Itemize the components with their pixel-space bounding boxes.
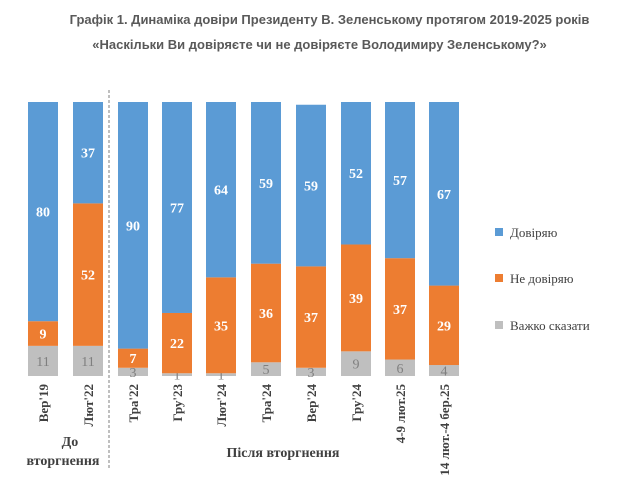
bar-segment [206,277,236,374]
bar-segment [429,285,459,366]
bar-segment [341,351,371,376]
bar-segment [429,102,459,286]
data-label: 39 [349,292,363,307]
legend-label: Важко сказати [510,318,590,333]
bar-segment [73,345,103,376]
group-label: вторгнення [26,454,99,469]
data-label: 37 [393,303,407,318]
bar-segment [118,367,148,376]
data-label: 37 [81,147,95,162]
group-label: Після вторгнення [227,446,340,461]
bar-segment [296,266,326,368]
bar-segment [73,203,103,346]
category-label: 4-9 лют.25 [393,384,408,444]
data-label: 59 [304,180,318,195]
bar-segment [28,102,58,322]
bar-segment [251,362,281,376]
bar-segment [28,321,58,346]
bar-segment [162,373,192,376]
category-label: Лют'24 [214,384,229,427]
bar-segment [206,102,236,278]
data-label: 35 [214,319,228,334]
category-label: Вер'24 [304,384,319,423]
data-label: 4 [441,365,448,380]
bar-segment [251,263,281,363]
data-label: 52 [81,269,95,284]
data-label: 77 [170,201,184,216]
data-label: 6 [397,362,404,377]
bar-segment [206,373,236,376]
category-label: Тра'22 [126,384,141,423]
data-label: 7 [130,352,137,367]
bar-segment [162,102,192,313]
data-label: 11 [81,355,94,370]
data-label: 59 [259,177,273,192]
data-label: 22 [170,337,184,352]
data-label: 57 [393,174,407,189]
bar-segment [296,104,326,267]
legend-swatch [495,274,503,282]
data-label: 29 [437,319,451,334]
category-label: Тра'24 [259,384,274,423]
bar-segment [341,244,371,352]
data-label: 9 [40,328,47,343]
data-label: 5 [263,363,270,378]
category-label: Лют'22 [81,384,96,426]
bar-segment [28,345,58,376]
category-label: Вер'19 [36,384,51,423]
data-label: 90 [126,219,140,234]
bar-segment [385,359,415,376]
bar-segment [296,367,326,376]
bar-segment [73,102,103,204]
data-label: 36 [259,307,273,322]
data-label: 37 [304,311,318,326]
bar-segment [341,102,371,245]
bar-segment [251,102,281,264]
data-label: 64 [214,184,228,199]
data-label: 3 [130,366,137,381]
chart-title: Графік 1. Динаміка довіри Президенту В. … [69,12,590,27]
legend-swatch [495,228,503,236]
data-label: 67 [437,188,451,203]
bar-segment [118,102,148,349]
bar-segment [385,258,415,360]
data-label: 1 [218,369,225,384]
group-label: До [62,435,79,450]
data-label: 1 [174,369,181,384]
legend-label: Не довіряю [510,271,574,286]
data-label: 52 [349,167,363,182]
category-label: Гру'24 [349,384,364,422]
bar-segment [385,102,415,259]
data-label: 3 [308,366,315,381]
data-label: 9 [353,358,360,373]
chart-subtitle: «Наскільки Ви довіряєте чи не довіряєте … [92,37,547,52]
legend-label: Довіряю [510,225,558,240]
category-label: Гру'23 [170,384,185,422]
category-label: 14 лют.-4 бер.25 [437,384,452,476]
legend-swatch [495,321,503,329]
bar-segment [162,312,192,374]
data-label: 80 [36,206,50,221]
bar-segment [429,365,459,376]
data-label: 11 [36,355,49,370]
bar-segment [118,348,148,368]
